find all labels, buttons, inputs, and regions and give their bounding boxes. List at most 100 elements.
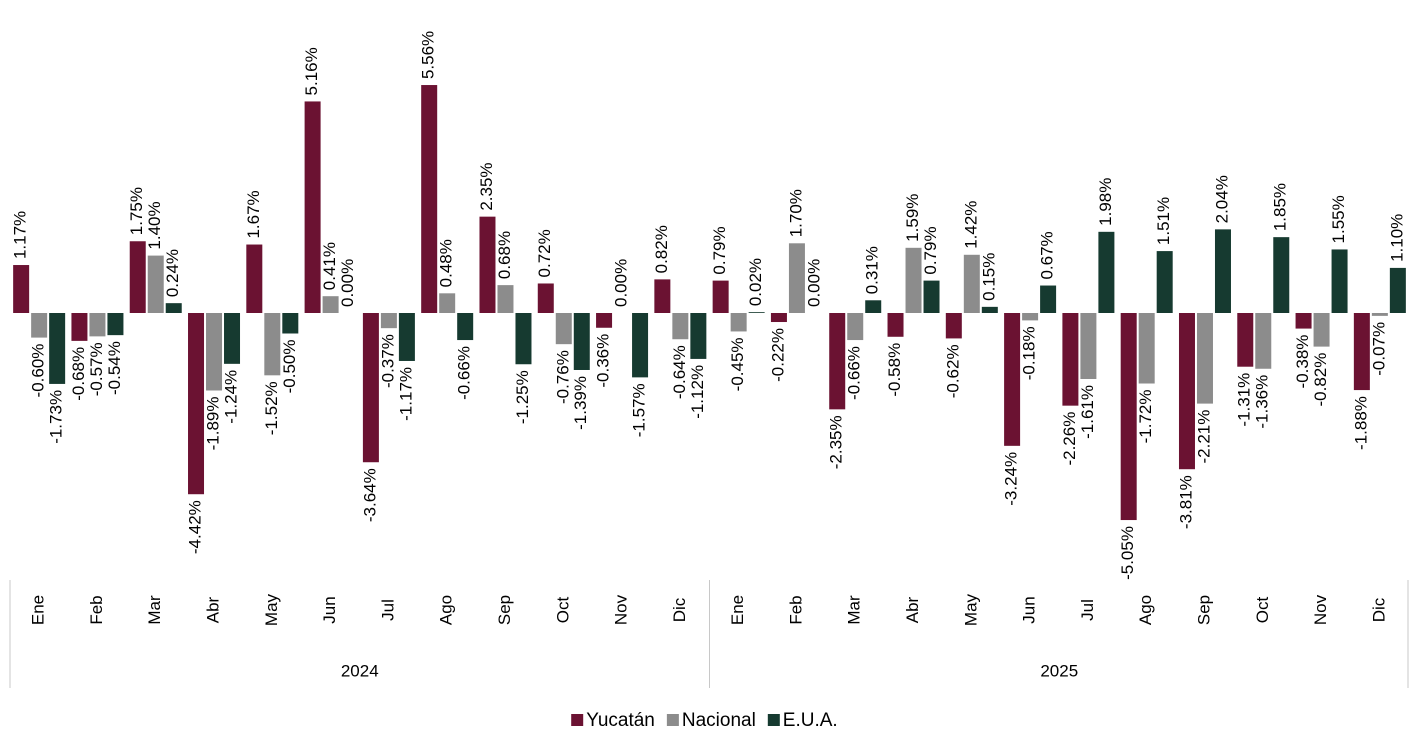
bar [1040,285,1057,313]
value-label: 0.00% [612,259,631,307]
bar [380,313,397,329]
bar [654,279,671,313]
value-label: -3.24% [1002,452,1021,506]
value-label: -1.57% [630,383,649,437]
bar [788,243,805,313]
bar [1004,313,1021,446]
value-label: 1.67% [244,190,263,238]
bar [537,283,554,313]
value-label: -0.58% [885,343,904,397]
value-label: -1.24% [222,370,241,424]
x-tick-label: Ene [29,595,48,625]
value-label: -0.50% [280,340,299,394]
x-tick-label: Nov [612,594,631,625]
value-label: 0.41% [320,242,339,290]
bar [555,313,572,345]
value-label: 2.04% [1212,175,1231,223]
x-tick-label: Dic [1369,597,1388,622]
bar [1138,313,1155,384]
value-label: -1.88% [1351,396,1370,450]
value-label: 1.98% [1096,178,1115,226]
bar [596,313,613,328]
bar [165,303,182,313]
bar [573,313,590,370]
value-label: -1.52% [262,381,281,435]
bar [362,313,379,463]
value-label: -0.54% [105,341,124,395]
bar [479,216,496,313]
value-label: -0.68% [69,347,88,401]
value-label: -0.57% [87,342,106,396]
x-tick-label: Oct [1253,597,1272,624]
bar [1389,267,1406,313]
value-label: 0.24% [163,249,182,297]
bar [690,313,707,359]
bar [1214,229,1231,313]
value-label: 1.10% [1387,214,1406,262]
value-label: -0.38% [1293,335,1312,389]
bar [1098,231,1115,313]
value-label: -0.45% [728,337,747,391]
value-label: -0.07% [1369,322,1388,376]
value-label: 0.31% [863,246,882,294]
value-label: 0.15% [979,253,998,301]
group-label: 2025 [1040,661,1078,680]
x-tick-label: Oct [553,597,572,624]
bar [49,313,66,384]
bar [712,280,729,313]
x-tick-label: Sep [1194,595,1213,625]
value-label: 1.70% [786,189,805,237]
bar [1156,251,1173,313]
value-label: 0.79% [921,226,940,274]
bar [322,296,339,313]
bar [1178,313,1195,470]
legend-label: Nacional [682,710,756,731]
bar [1237,313,1254,367]
legend-label: Yucatán [586,710,655,731]
bar [865,300,882,313]
bar [398,313,415,361]
value-label: 1.85% [1271,183,1290,231]
bar [224,313,241,364]
value-label: -0.18% [1020,326,1039,380]
value-label: -3.64% [360,468,379,522]
value-label: -1.72% [1136,390,1155,444]
bar [923,280,940,313]
bar [1255,313,1272,369]
legend-label: E.U.A. [783,710,838,731]
bar [304,101,321,313]
x-tick-label: May [262,593,281,626]
bar [71,313,88,341]
value-label: -1.25% [513,370,532,424]
bar [439,293,456,313]
bar [1331,249,1348,313]
bar [730,313,747,332]
bar [13,265,30,313]
bar [147,255,164,313]
bar [905,247,922,313]
x-tick-label: Jul [1078,599,1097,621]
bar [497,285,514,313]
value-label: 0.82% [652,225,671,273]
x-tick-label: Mar [145,595,164,625]
value-label: -1.89% [204,396,223,450]
bar [31,313,48,338]
x-tick-label: May [961,593,980,626]
bar [515,313,532,365]
bar [264,313,281,376]
bar [1080,313,1097,380]
bar [1273,237,1290,313]
value-label: 1.59% [903,194,922,242]
group-label: 2024 [341,661,379,680]
x-tick-label: Ago [1136,595,1155,625]
bar [246,244,263,313]
value-label: -1.17% [396,367,415,421]
value-label: -1.36% [1253,375,1272,429]
bar [770,313,787,323]
x-tick-label: Nov [1311,594,1330,625]
value-label: 1.75% [127,187,146,235]
x-tick-label: Abr [204,596,223,623]
value-label: 1.51% [1154,197,1173,245]
bar [672,313,689,340]
bar [847,313,864,341]
